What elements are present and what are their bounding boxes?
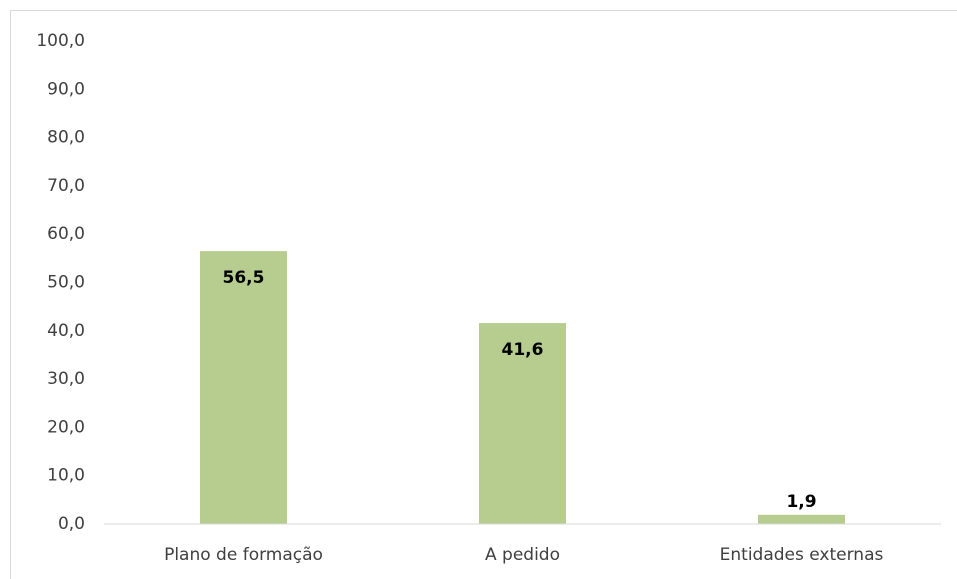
y-tick-label: 60,0 xyxy=(47,224,85,244)
y-tick-label: 40,0 xyxy=(47,321,85,341)
y-tick-label: 20,0 xyxy=(47,417,85,437)
y-tick-label: 10,0 xyxy=(47,466,85,486)
data-label: 41,6 xyxy=(502,340,544,360)
y-tick-label: 0,0 xyxy=(58,514,85,534)
y-tick-label: 30,0 xyxy=(47,369,85,389)
x-tick-label: Plano de formação xyxy=(164,545,323,565)
y-tick-label: 90,0 xyxy=(47,79,85,99)
y-tick-label: 100,0 xyxy=(36,31,85,51)
x-tick-label: Entidades externas xyxy=(720,545,884,565)
y-tick-label: 70,0 xyxy=(47,176,85,196)
chart-frame xyxy=(10,10,957,579)
bar xyxy=(757,514,846,524)
data-label: 1,9 xyxy=(786,492,816,512)
bar xyxy=(478,323,567,524)
y-tick-label: 50,0 xyxy=(47,273,85,293)
data-label: 56,5 xyxy=(223,268,265,288)
y-tick-label: 80,0 xyxy=(47,128,85,148)
x-tick-label: A pedido xyxy=(485,545,560,565)
bar xyxy=(199,251,288,525)
